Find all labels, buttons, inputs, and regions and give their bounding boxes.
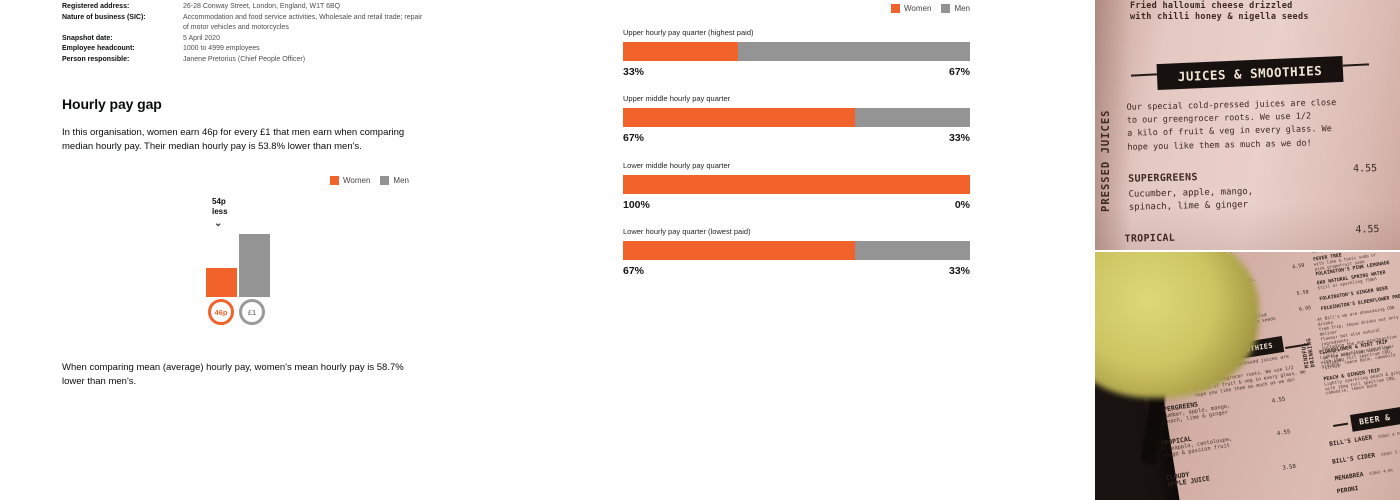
quarter-stacked-bar [623,42,970,61]
pay-quarter-lower: Lower hourly pay quarter (lowest paid) 6… [623,227,970,277]
menu-item-name: BILL'S CIDER [1331,452,1376,466]
legend-label-men: Men [393,176,409,185]
median-pay-paragraph: In this organisation, women earn 46p for… [62,127,405,152]
legend-swatch-men [380,176,390,185]
quarter-women-pct: 67% [623,265,645,277]
menu-item-supergreens-desc: Cucumber, apple, mango, spinach, lime & … [1128,186,1254,213]
quarter-title: Upper hourly pay quarter (highest paid) [623,28,754,37]
quarter-labels: 67% 33% [623,265,970,277]
info-label: Person responsible: [62,55,130,63]
menu-item-name: PERONI [1336,485,1359,496]
quarter-stacked-bar [623,175,970,194]
menu-item-tropical-price: 4.55 [1355,224,1380,236]
legend-label-women: Women [904,4,932,13]
info-row-snapshot-date: Snapshot date: 5 April 2020 [62,34,424,45]
beer-list: BILL'S LAGER 330ml 4.5% BILL'S CIDER 330… [1329,429,1400,496]
menu-photo-closeup: Fried halloumi cheese drizzled with chil… [1095,0,1400,250]
info-value: 1000 to 4999 employees [183,45,260,52]
quarter-stacked-bar [623,108,970,127]
menu-price: 3.50 [1282,463,1297,472]
legend-swatch-men [941,4,951,13]
quarter-labels: 67% 33% [623,132,970,144]
quarter-bar-women [623,108,856,127]
menu-item-name: CLOUDY APPLE JUICE [1165,470,1211,489]
legend-swatch-women [891,4,901,13]
quarter-title: Lower hourly pay quarter (lowest paid) [623,227,751,236]
mean-pay-paragraph: When comparing mean (average) hourly pay… [62,362,404,387]
info-label: Snapshot date: [62,34,113,42]
bar-women-46p [206,268,237,297]
juice-glass [1095,252,1259,398]
chevron-down-icon: ⌄ [214,218,223,229]
menu-body: Our special cold-pressed juices are clos… [1095,0,1400,250]
pay-quarter-lower-middle: Lower middle hourly pay quarter 100% 0% [623,161,970,211]
beer-section-banner: BEER & [1350,401,1400,432]
menu-item-detail [1360,486,1361,491]
banner-rule-left [1333,422,1349,427]
pay-quarter-upper: Upper hourly pay quarter (highest paid) … [623,28,970,78]
median-chart-legend: Women Men [330,176,409,185]
menu-item-cloudy-apple-juice: CLOUDY APPLE JUICE 3.50 [1165,455,1297,489]
quarter-men-pct: 33% [948,265,970,277]
info-value: Janene Pretorius (Chief People Officer) [183,55,306,63]
juices-intro-text: Our special cold-pressed juices are clos… [1126,97,1337,153]
quarter-bar-women [623,175,970,194]
quarter-men-pct: 33% [948,132,970,144]
company-info-table: Registered address: 26-28 Conway Street,… [62,2,424,65]
quarter-bar-women [623,42,738,61]
info-value: 5 April 2020 [183,34,220,42]
info-value: 26-28 Conway Street, London, England, W1… [183,3,341,10]
menu-item-tropical: TROPICAL [1124,232,1176,245]
coin-men-1-pound: £1 [239,299,265,325]
info-label: Employee headcount: [62,45,135,52]
quarter-women-pct: 33% [623,66,645,78]
quarter-labels: 33% 67% [623,66,970,78]
menu-item-bills-lager: BILL'S LAGER 330ml 4.5% [1329,429,1400,449]
menu-item-detail: 330ml 5.0% [1380,448,1400,458]
quarters-legend: Women Men [623,4,970,13]
info-row-nature-of-business: Nature of business (SIC): Accommodation … [62,13,424,34]
menu-item-supergreens: SUPERGREENS [1128,172,1198,185]
quarter-women-pct: 67% [623,132,645,144]
menu-item-name: BILL'S LAGER [1328,434,1373,448]
quarter-stacked-bar [623,241,970,260]
legend-swatch-women [330,176,339,185]
bar-men-1-pound [239,234,270,297]
info-label: Nature of business (SIC): [62,13,146,21]
quarter-bar-women [623,241,856,260]
pay-quarter-upper-middle: Upper middle hourly pay quarter 67% 33% [623,94,970,144]
menu-item-name: MENABREA [1334,471,1364,483]
legend-label-men: Men [954,4,970,13]
median-pay-bar-chart [206,234,270,297]
menu-item-supergreens-price: 4.55 [1352,163,1378,175]
coin-women-46p: 46p [208,299,234,325]
quarter-men-pct: 67% [948,66,970,78]
quarter-men-pct: 0% [954,199,970,211]
legend-label-women: Women [343,176,371,185]
halloumi-description-text: Fried halloumi cheese drizzled with chil… [1130,1,1309,22]
menu-item-tropical: TROPICAL Pineapple, cantaloupe, mango & … [1160,420,1291,460]
info-label: Registered address: [62,3,130,10]
gap-annotation-54p-less: 54p less [212,197,228,216]
quarter-women-pct: 100% [623,199,650,211]
info-row-registered-address: Registered address: 26-28 Conway Street,… [62,2,424,13]
quarter-title: Upper middle hourly pay quarter [623,94,731,103]
info-row-person-responsible: Person responsible: Janene Pretorius (Ch… [62,55,424,66]
menu-item-detail: 330ml 4.5% [1377,430,1400,440]
menu-item-bills-cider: BILL'S CIDER 330ml 5.0% [1332,446,1400,466]
info-row-employee-headcount: Employee headcount: 1000 to 4999 employe… [62,44,424,55]
menu-photo-wide: 3.50 ROASTED FLATBREAD (V) chilli & garl… [1095,252,1400,500]
quarter-labels: 100% 0% [623,199,970,211]
quarter-title: Lower middle hourly pay quarter [623,161,731,170]
menu-item-detail: 330ml 4.8% [1368,467,1394,477]
pay-coin-labels: 46p £1 [208,299,265,325]
section-heading-hourly-pay-gap: Hourly pay gap [62,96,162,112]
info-value: Accommodation and food service activitie… [183,13,423,32]
